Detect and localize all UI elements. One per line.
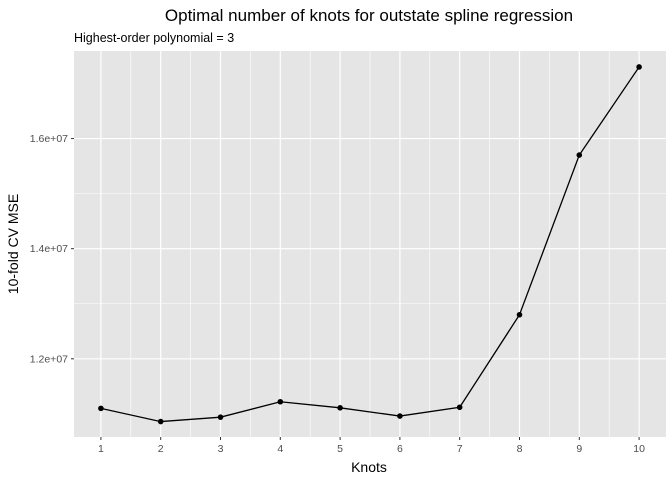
x-axis-label: Knots — [351, 459, 387, 475]
data-point — [277, 398, 284, 405]
series-line — [100, 66, 640, 423]
data-point — [157, 418, 164, 425]
data-point — [337, 405, 343, 411]
data-point — [516, 311, 523, 318]
x-tick-label: 7 — [457, 443, 463, 455]
data-point — [636, 64, 642, 70]
chart-subtitle: Highest-order polynomial = 3 — [74, 31, 234, 45]
y-axis: 1.2e+07 1.4e+07 1.6e+07 — [30, 133, 74, 365]
x-tick-label: 9 — [576, 443, 582, 455]
x-tick-label: 6 — [397, 443, 403, 455]
y-axis-label: 10-fold CV MSE — [5, 194, 21, 294]
x-tick-label: 8 — [517, 443, 523, 455]
data-point — [98, 405, 104, 412]
x-tick-label: 1 — [98, 443, 104, 455]
x-tick-label: 4 — [277, 443, 283, 455]
x-tick-label: 3 — [218, 443, 224, 455]
x-tick-label: 5 — [337, 443, 343, 455]
y-tick-label: 1.2e+07 — [30, 353, 68, 365]
data-point — [456, 404, 463, 411]
minor-gridlines — [74, 51, 666, 437]
y-tick-label: 1.4e+07 — [30, 243, 68, 255]
data-point — [397, 413, 403, 419]
x-axis: 1 2 3 4 5 6 7 8 9 10 — [98, 437, 645, 455]
data-point — [217, 414, 224, 420]
chart-title: Optimal number of knots for outstate spl… — [165, 6, 573, 25]
x-tick-label: 10 — [633, 443, 645, 455]
x-tick-label: 2 — [158, 443, 164, 455]
data-point — [576, 152, 583, 158]
y-tick-label: 1.6e+07 — [30, 133, 68, 145]
series-layer — [98, 64, 642, 425]
major-gridlines — [74, 51, 666, 437]
